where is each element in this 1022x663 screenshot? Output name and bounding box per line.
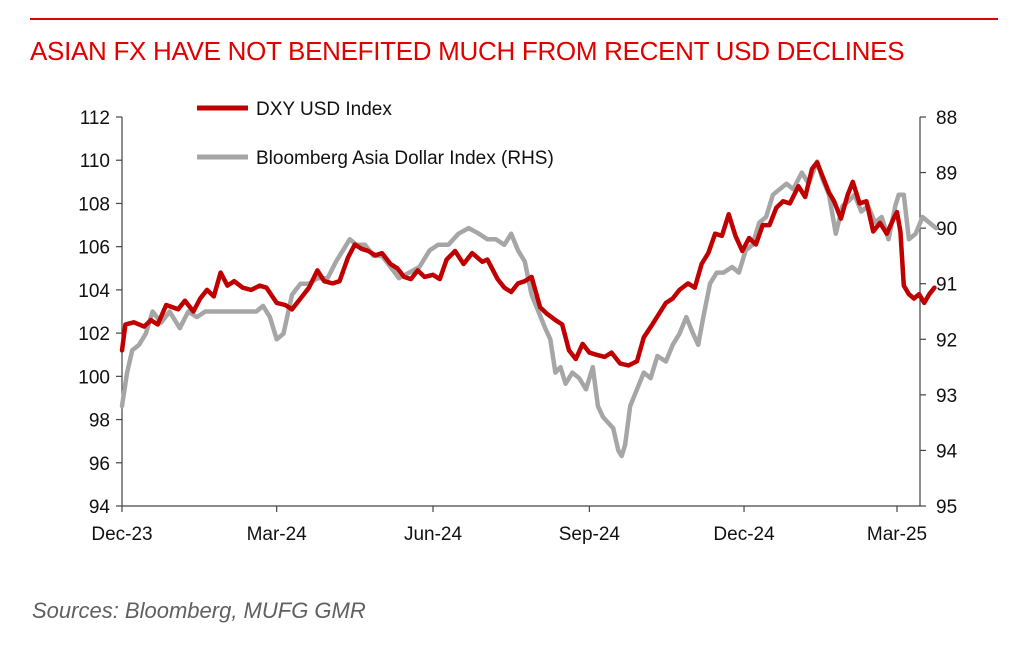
x-tick-label: Sep-24 bbox=[559, 524, 621, 545]
left-tick-label: 98 bbox=[89, 411, 110, 432]
top-rule bbox=[30, 18, 998, 20]
x-tick-label: Jun-24 bbox=[404, 524, 463, 545]
series-lines bbox=[119, 159, 939, 459]
left-tick-label: 108 bbox=[78, 194, 110, 215]
right-tick-label: 94 bbox=[936, 441, 958, 462]
left-tick-label: 96 bbox=[89, 454, 110, 475]
left-tick-label: 112 bbox=[80, 108, 110, 129]
chart-title: ASIAN FX HAVE NOT BENEFITED MUCH FROM RE… bbox=[30, 36, 905, 66]
x-tick-label: Mar-25 bbox=[867, 524, 927, 545]
left-tick-label: 94 bbox=[89, 497, 111, 518]
left-tick-label: 102 bbox=[78, 324, 110, 345]
left-tick-label: 110 bbox=[80, 151, 110, 172]
asia-dollar-series-line bbox=[119, 159, 939, 459]
x-tick-label: Dec-24 bbox=[713, 524, 775, 545]
x-tick-label: Dec-23 bbox=[91, 524, 152, 545]
legend-asia-label: Bloomberg Asia Dollar Index (RHS) bbox=[256, 148, 554, 169]
source-note: Sources: Bloomberg, MUFG GMR bbox=[32, 598, 366, 623]
right-tick-label: 91 bbox=[936, 275, 957, 296]
left-tick-label: 100 bbox=[78, 367, 110, 388]
axes: 94 96 98 100 102 104 106 108 110 112 88 89 90 91 92 93 9… bbox=[78, 108, 957, 545]
right-tick-label: 95 bbox=[936, 497, 957, 518]
legend-dxy-label: DXY USD Index bbox=[256, 99, 392, 120]
right-tick-label: 90 bbox=[936, 219, 957, 240]
right-tick-label: 93 bbox=[936, 386, 957, 407]
left-tick-label: 104 bbox=[78, 281, 110, 302]
legend: DXY USD Index Bloomberg Asia Dollar Index… bbox=[197, 99, 554, 169]
right-tick-label: 89 bbox=[936, 164, 957, 185]
right-tick-label: 92 bbox=[936, 330, 957, 351]
dxy-series-line bbox=[119, 160, 937, 368]
x-tick-label: Mar-24 bbox=[247, 524, 308, 545]
left-tick-label: 106 bbox=[78, 238, 110, 259]
right-tick-label: 88 bbox=[936, 108, 957, 129]
